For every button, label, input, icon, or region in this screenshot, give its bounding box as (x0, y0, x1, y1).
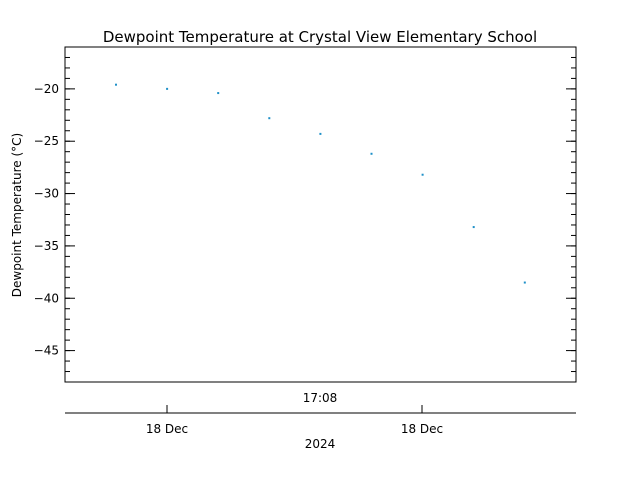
data-point (523, 281, 526, 284)
data-point (472, 226, 475, 229)
plot-frame (64, 46, 577, 383)
y-tick-label: −20 (34, 82, 59, 96)
y-axis-tick-labels: −20 −25 −30 −35 −40 −45 (34, 82, 59, 358)
y-tick-label: −30 (34, 187, 59, 201)
y-tick-label: −35 (34, 239, 59, 253)
x-tick-label-1: 18 Dec (146, 422, 188, 436)
data-point (166, 87, 169, 90)
data-point (268, 117, 271, 120)
data-points (115, 83, 526, 284)
chart-title: Dewpoint Temperature at Crystal View Ele… (103, 28, 537, 46)
data-point (370, 152, 373, 155)
x-tick-label-2: 18 Dec (401, 422, 443, 436)
data-point (115, 83, 117, 86)
data-point (217, 92, 220, 95)
data-point (319, 132, 322, 135)
x-year-label: 2024 (305, 437, 336, 451)
y-axis-ticks (65, 56, 576, 373)
y-tick-label: −40 (34, 291, 59, 305)
y-tick-label: −25 (34, 134, 59, 148)
x-center-label: 17:08 (303, 391, 338, 405)
y-tick-label: −45 (34, 344, 59, 358)
y-axis-label: Dewpoint Temperature (°C) (10, 133, 24, 297)
data-point (421, 173, 424, 176)
